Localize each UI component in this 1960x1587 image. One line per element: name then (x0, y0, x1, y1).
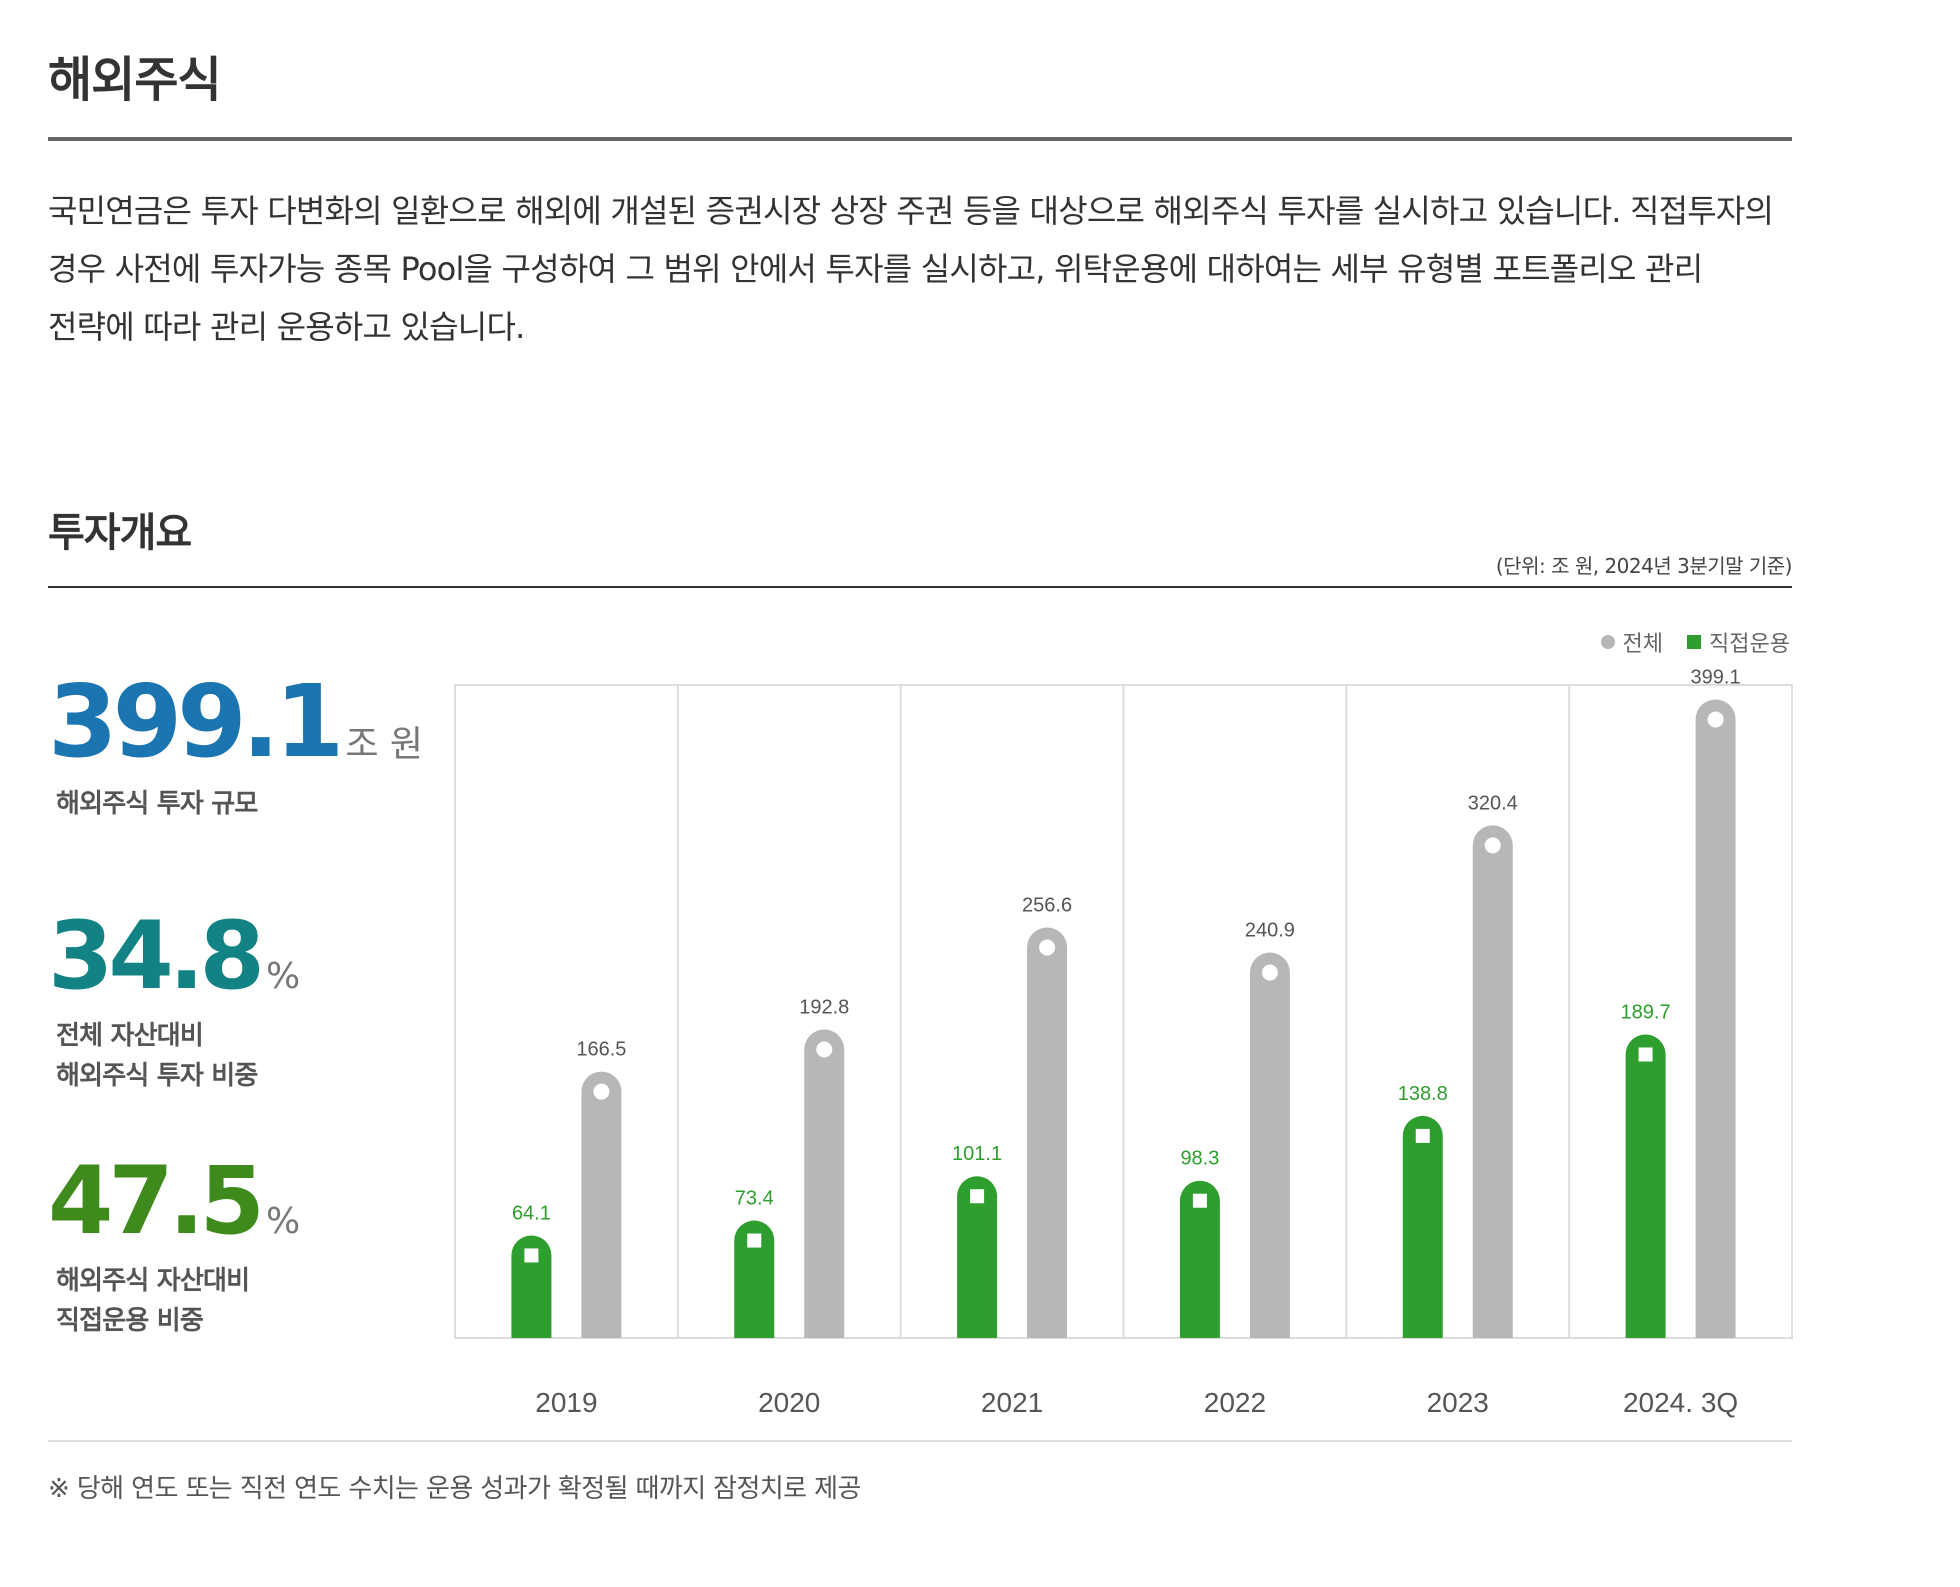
x-tick-label: 2022 (1204, 1387, 1266, 1418)
data-label-total: 192.8 (799, 997, 849, 1019)
x-tick-label: 2024. 3Q (1623, 1387, 1738, 1418)
bar-total-marker (1707, 711, 1724, 728)
stat-share-unit: % (265, 956, 301, 997)
stat-share-value: 34.8 (48, 902, 265, 1011)
legend-square-icon (1687, 635, 1702, 649)
page-title: 해외주식 (48, 52, 222, 108)
bar-direct-marker (970, 1189, 985, 1204)
bar-direct-marker (1638, 1047, 1653, 1062)
bar-total-marker (1261, 964, 1278, 981)
legend-item-direct: 직접운용 (1687, 626, 1790, 658)
bar-total (581, 1071, 622, 1338)
bar-direct-marker (1192, 1193, 1207, 1208)
x-tick-label: 2021 (981, 1387, 1043, 1418)
x-tick-label: 2020 (758, 1387, 820, 1418)
bar-direct (1402, 1115, 1443, 1338)
bar-direct (1179, 1180, 1220, 1338)
data-label-direct: 138.8 (1398, 1083, 1448, 1105)
data-label-direct: 73.4 (735, 1188, 774, 1210)
bar-direct-marker (1415, 1128, 1430, 1143)
bar-direct (511, 1235, 552, 1338)
unit-note: (단위: 조 원, 2024년 3분기말 기준) (1495, 554, 1793, 578)
title-divider (48, 137, 1792, 141)
section-title: 투자개요 (48, 510, 192, 556)
stat-share-label-line2: 해외주식 투자 비중 (56, 1061, 258, 1091)
stat-size-label: 해외주식 투자 규모 (56, 789, 258, 819)
x-tick-label: 2023 (1427, 1387, 1489, 1418)
legend-label-direct: 직접운용 (1709, 632, 1790, 657)
intro-paragraph: 국민연금은 투자 다변화의 일환으로 해외에 개설된 증권시장 상장 주권 등을… (48, 192, 1774, 346)
footnote: ※ 당해 연도 또는 직전 연도 수치는 운용 성과가 확정될 때까지 잠정치로… (48, 1474, 861, 1504)
stat-direct-label-line2: 직접운용 비중 (56, 1306, 204, 1336)
data-label-direct: 98.3 (1180, 1148, 1219, 1170)
stat-share-of-total: 34.8% 전체 자산대비 해외주식 투자 비중 (48, 910, 300, 1096)
bar-total (1472, 825, 1513, 1338)
bar-direct-marker (747, 1233, 762, 1248)
data-label-total: 240.9 (1245, 920, 1295, 942)
bar-total (1695, 699, 1736, 1338)
bar-direct (957, 1176, 998, 1338)
bar-direct-marker (524, 1248, 539, 1263)
bar-total (1249, 952, 1290, 1338)
stat-direct-unit: % (265, 1201, 301, 1242)
data-label-direct: 64.1 (512, 1202, 551, 1224)
stat-share-label-line1: 전체 자산대비 (56, 1021, 204, 1051)
data-label-total: 256.6 (1022, 894, 1072, 916)
legend-item-total: 전체 (1600, 626, 1664, 658)
stat-size-unit: 조 원 (345, 724, 423, 765)
footer-divider (48, 1440, 1792, 1442)
stat-direct-share: 47.5% 해외주식 자산대비 직접운용 비중 (48, 1155, 300, 1341)
bar-total (1027, 927, 1068, 1338)
stat-investment-size: 399.1 조 원 해외주식 투자 규모 (48, 672, 423, 824)
stat-direct-value: 47.5 (48, 1147, 265, 1256)
data-label-direct: 101.1 (952, 1143, 1002, 1165)
data-label-total: 320.4 (1468, 792, 1518, 814)
bar-direct (1625, 1034, 1666, 1338)
section-divider (48, 586, 1792, 588)
data-label-total: 399.1 (1691, 666, 1741, 688)
data-label-total: 166.5 (576, 1039, 626, 1061)
chart-legend: 전체 직접운용 (1600, 626, 1790, 658)
bar-total (804, 1029, 845, 1338)
bar-total-marker (1039, 939, 1056, 956)
legend-dot-icon (1600, 635, 1615, 649)
x-tick-label: 2019 (535, 1387, 597, 1418)
bar-total-marker (593, 1083, 610, 1100)
stat-direct-label-line1: 해외주식 자산대비 (56, 1266, 250, 1296)
stat-size-value: 399.1 (48, 663, 344, 780)
legend-label-total: 전체 (1622, 632, 1664, 657)
data-label-direct: 189.7 (1621, 1001, 1671, 1023)
bar-total-marker (1484, 837, 1501, 854)
bar-direct (734, 1220, 775, 1338)
bar-total-marker (816, 1041, 833, 1058)
